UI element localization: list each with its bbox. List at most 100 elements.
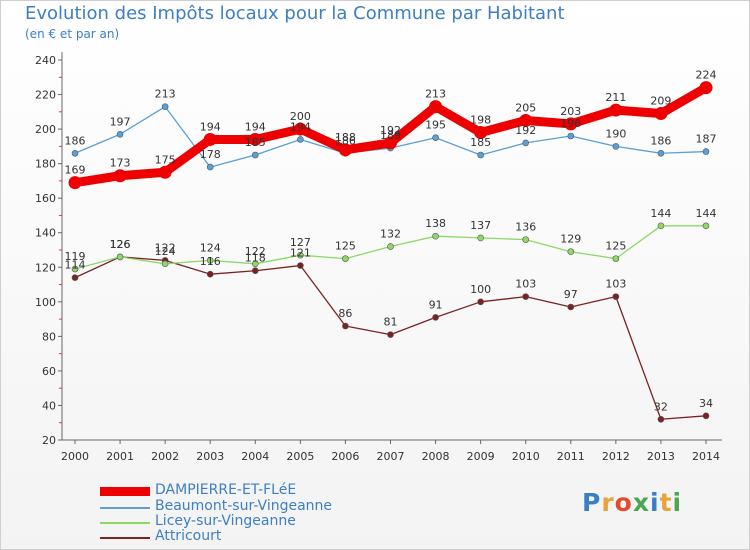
data-label-1: 194	[290, 120, 311, 133]
data-label-3: 32	[654, 400, 668, 413]
data-point-2	[206, 257, 214, 264]
data-point-3	[522, 293, 530, 300]
data-point-2	[432, 232, 439, 240]
logo-letter: i	[672, 488, 683, 517]
data-point-0	[248, 132, 262, 146]
x-tick-label: 2001	[106, 450, 134, 463]
data-point-2	[522, 236, 530, 243]
data-label-1: 190	[605, 127, 626, 140]
y-tick-label: 20	[42, 434, 56, 447]
data-point-3	[432, 314, 439, 321]
data-point-0	[654, 107, 668, 121]
data-point-1	[522, 139, 530, 147]
data-label-1: 197	[110, 115, 131, 128]
data-label-0: 175	[155, 153, 176, 166]
x-tick-label: 2011	[557, 450, 585, 463]
data-label-3: 81	[384, 316, 398, 329]
data-point-0	[158, 165, 172, 179]
data-label-2: 136	[515, 221, 536, 234]
data-label-3: 100	[470, 283, 491, 296]
chart-title: Evolution des Impôts locaux pour la Comm…	[25, 3, 565, 24]
data-label-0: 213	[425, 88, 446, 101]
data-label-3: 86	[338, 307, 352, 320]
data-label-3: 126	[110, 238, 131, 251]
data-label-2: 124	[155, 245, 176, 258]
data-label-1: 187	[696, 133, 717, 146]
data-point-0	[68, 176, 82, 190]
data-label-2: 144	[696, 207, 717, 220]
data-point-1	[116, 130, 124, 138]
data-point-0	[474, 126, 488, 140]
data-point-2	[71, 265, 79, 273]
data-label-3: 103	[605, 278, 626, 291]
x-tick-label: 2002	[151, 450, 179, 463]
data-label-0: 188	[335, 131, 356, 144]
data-point-2	[612, 255, 620, 262]
logo-letter: t	[659, 488, 673, 517]
data-point-2	[702, 222, 710, 230]
data-point-1	[161, 103, 169, 110]
data-label-0: 194	[245, 120, 266, 133]
data-point-1	[432, 134, 439, 142]
data-point-2	[161, 260, 169, 268]
data-label-1: 185	[470, 136, 491, 149]
logo-letter: i	[650, 488, 660, 517]
data-label-3: 34	[699, 397, 713, 410]
legend-swatch-beaumont	[100, 507, 150, 509]
data-label-0: 209	[650, 95, 671, 108]
logo-letter: r	[601, 488, 615, 517]
x-tick-label: 2000	[61, 450, 89, 463]
data-label-1: 196	[560, 117, 581, 130]
data-point-2	[477, 234, 484, 242]
x-tick-label: 2008	[422, 450, 450, 463]
data-point-3	[251, 267, 259, 275]
data-point-1	[251, 151, 259, 159]
data-point-1	[612, 143, 620, 150]
data-label-2: 119	[65, 250, 86, 263]
legend-swatch-licey	[100, 522, 150, 524]
data-label-1: 195	[425, 119, 446, 132]
legend-label-licey: Licey-sur-Vingeanne	[155, 513, 296, 529]
data-label-0: 198	[470, 114, 491, 127]
data-label-0: 194	[200, 120, 221, 133]
data-point-0	[113, 169, 127, 183]
data-point-3	[657, 415, 665, 423]
data-label-2: 137	[470, 219, 491, 232]
data-label-2: 125	[605, 240, 626, 253]
data-point-0	[203, 132, 217, 146]
y-tick-label: 180	[35, 158, 56, 171]
data-label-0: 200	[290, 110, 311, 123]
data-point-1	[567, 132, 575, 140]
data-point-3	[387, 331, 394, 338]
data-label-3: 121	[290, 247, 311, 260]
x-tick-label: 2009	[467, 450, 495, 463]
data-label-1: 189	[380, 129, 401, 142]
data-point-2	[251, 260, 259, 268]
data-label-1: 213	[155, 88, 176, 101]
data-label-2: 122	[245, 245, 266, 258]
data-point-0	[519, 113, 533, 127]
data-label-0: 203	[560, 105, 581, 118]
data-point-0	[609, 103, 623, 117]
x-tick-label: 2005	[286, 450, 314, 463]
data-label-1: 186	[65, 134, 86, 147]
data-point-2	[387, 243, 394, 250]
data-label-0: 224	[696, 69, 717, 82]
x-tick-label: 2013	[647, 450, 675, 463]
data-point-2	[657, 222, 665, 230]
data-label-0: 205	[515, 101, 536, 114]
legend-label-attricourt: Attricourt	[155, 528, 222, 544]
data-point-0	[564, 117, 578, 131]
data-point-1	[702, 148, 710, 155]
data-point-3	[477, 298, 484, 306]
data-point-3	[342, 322, 349, 330]
data-point-1	[206, 163, 214, 171]
y-tick-label: 80	[42, 330, 56, 343]
data-label-2: 144	[650, 207, 671, 220]
y-tick-label: 240	[35, 54, 56, 67]
x-tick-label: 2003	[196, 450, 224, 463]
data-label-3: 91	[429, 298, 443, 311]
data-point-3	[297, 262, 304, 269]
data-label-2: 125	[335, 240, 356, 253]
data-label-2: 127	[290, 236, 311, 249]
